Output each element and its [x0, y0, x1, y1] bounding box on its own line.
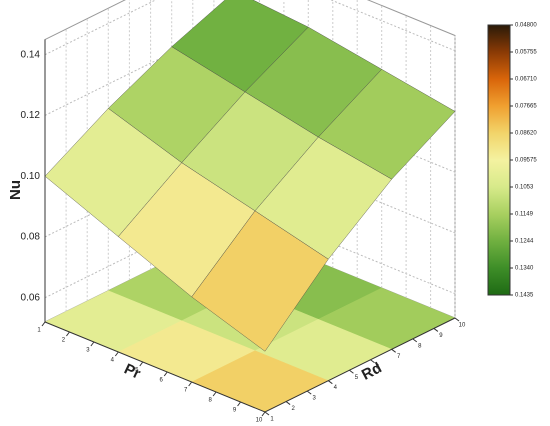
- tick-mark: [328, 380, 333, 385]
- tick-mark: [237, 401, 241, 407]
- x-tick-label: 1: [37, 328, 41, 334]
- tick-mark: [391, 348, 396, 353]
- axis-line: [44, 39, 456, 413]
- x-tick-label: 4: [111, 358, 115, 364]
- colorbar-label: 0.1149: [515, 212, 534, 218]
- colorbar-label: 0.1053: [515, 185, 534, 191]
- y-tick-label: 10: [459, 323, 466, 329]
- z-tick-label: 0.10: [21, 171, 41, 182]
- tick-mark: [41, 321, 46, 327]
- colorbar-label: 0.05755: [515, 50, 537, 56]
- z-tick-label: 0.14: [21, 49, 41, 60]
- tick-mark: [433, 328, 439, 332]
- tick-mark: [66, 331, 70, 337]
- tick-mark: [264, 411, 270, 416]
- tick-mark: [285, 401, 291, 405]
- z-tick-label: 0.12: [21, 110, 41, 121]
- x-tick-label: 2: [62, 338, 66, 344]
- y-tick-label: 3: [313, 396, 317, 402]
- tick-mark: [412, 338, 418, 343]
- tick-mark: [349, 369, 354, 374]
- y-tick-label: 7: [397, 354, 401, 360]
- colorbar-label: 0.1244: [515, 239, 534, 245]
- y-tick-label: 8: [418, 343, 422, 349]
- colorbar-label: 0.07665: [515, 104, 537, 110]
- colorbar-label: 0.08620: [515, 131, 537, 137]
- tick-mark: [261, 411, 266, 417]
- surface-cell: [191, 210, 329, 352]
- tick-mark: [370, 359, 375, 364]
- y-tick-label: 6: [376, 364, 380, 370]
- x-tick-label: 6: [160, 378, 164, 384]
- tick-mark: [163, 371, 168, 377]
- colorbar-label: 0.1435: [515, 293, 534, 299]
- tick-mark: [306, 390, 312, 395]
- tick-mark: [139, 361, 144, 367]
- tick-mark: [454, 317, 460, 322]
- colorbar-label: 0.1340: [515, 266, 534, 272]
- tick-mark: [212, 391, 217, 397]
- colorbar-label: 0.04800: [515, 23, 537, 29]
- tick-mark: [90, 341, 95, 347]
- z-axis-label: Nu: [7, 180, 24, 200]
- x-tick-label: 8: [208, 398, 212, 404]
- tick-mark: [114, 351, 119, 357]
- colorbar: [487, 24, 511, 296]
- x-tick-label: 3: [86, 348, 90, 354]
- x-tick-label: 9: [233, 408, 237, 414]
- x-tick-label: 5: [135, 368, 139, 374]
- z-tick-label: 0.06: [21, 292, 41, 303]
- x-tick-label: 7: [184, 388, 188, 394]
- y-tick-label: 9: [439, 333, 443, 339]
- tick-mark: [188, 381, 193, 387]
- z-tick-label: 0.08: [21, 232, 41, 243]
- x-tick-label: 10: [256, 418, 263, 424]
- y-tick-label: 4: [334, 385, 338, 391]
- x-axis-label: Pr: [121, 360, 143, 382]
- colorbar-label: 0.09575: [515, 158, 537, 164]
- y-tick-label: 1: [270, 417, 274, 423]
- y-tick-label: 5: [355, 375, 359, 381]
- colorbar-label: 0.06710: [515, 77, 537, 83]
- y-tick-label: 2: [291, 406, 295, 412]
